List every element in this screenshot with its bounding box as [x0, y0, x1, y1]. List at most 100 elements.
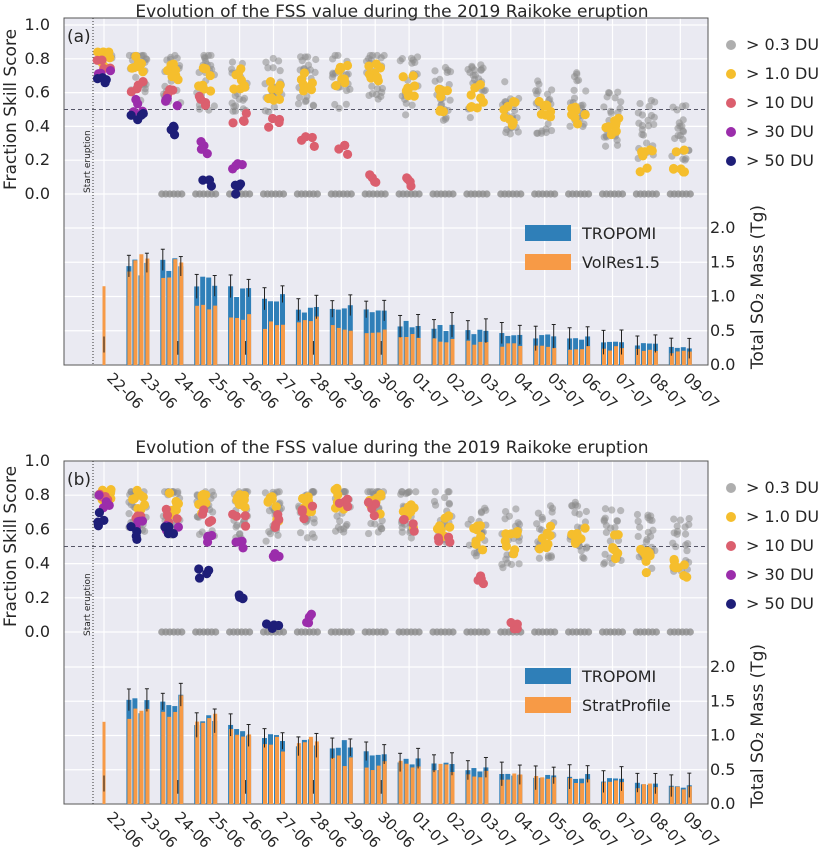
y2-tick-label: 1.0	[710, 287, 735, 306]
fss-point	[238, 543, 248, 553]
fss-point	[161, 504, 171, 514]
fss-point	[398, 506, 408, 517]
fss-point	[503, 125, 511, 134]
x-tick-label: 27-06	[273, 808, 317, 850]
fss-point	[642, 139, 651, 147]
fss-point	[449, 190, 457, 198]
fss-point	[301, 132, 311, 142]
fss-point	[672, 543, 680, 551]
fss-point	[229, 84, 239, 94]
fss-point	[642, 163, 652, 173]
fss-point	[205, 86, 216, 96]
mass-bar-model	[269, 321, 273, 365]
legend-marker	[726, 40, 736, 50]
fss-point	[329, 55, 337, 63]
fss-point	[445, 500, 453, 508]
y-tick-label: 1.0	[25, 451, 50, 470]
y2-tick-label: 2.0	[710, 657, 735, 676]
fss-point	[464, 65, 472, 74]
fss-point	[368, 51, 377, 60]
mass-bar-model	[653, 787, 658, 804]
fss-point	[449, 628, 457, 636]
x-tick-label: 25-06	[205, 369, 249, 413]
fss-point	[467, 515, 475, 524]
fss-point	[240, 94, 249, 102]
fss-point	[366, 488, 374, 496]
fss-point	[567, 110, 578, 120]
mass-bar-model	[472, 776, 477, 804]
legend-marker	[726, 483, 736, 493]
fss-point	[681, 530, 690, 538]
fss-point	[651, 98, 659, 106]
mass-bar-model	[518, 346, 523, 365]
fss-point	[568, 502, 576, 510]
mass-bar-model	[546, 778, 551, 804]
x-tick-label: 01-07	[408, 369, 452, 413]
fss-point	[194, 81, 204, 91]
legend-label: > 30 DU	[746, 565, 814, 584]
fss-point	[613, 517, 621, 525]
fss-point	[501, 529, 511, 539]
fss-point	[548, 86, 556, 94]
fss-point	[210, 102, 218, 110]
fss-point	[572, 119, 583, 129]
fss-point	[364, 61, 374, 71]
mass-bar-model	[102, 721, 106, 804]
fss-point	[551, 190, 559, 198]
fss-point	[638, 122, 647, 130]
mass-bar-model	[635, 788, 640, 804]
x-tick-label: 01-07	[408, 808, 452, 850]
fss-point	[535, 80, 543, 88]
fss-point	[435, 105, 446, 115]
fss-point	[499, 112, 510, 122]
legend-marker	[726, 512, 736, 522]
mass-bar-model	[263, 328, 267, 365]
mass-bar-model	[213, 713, 218, 804]
fss-point	[270, 103, 278, 111]
fss-point	[532, 87, 540, 95]
mass-bar-model	[161, 711, 166, 804]
fss-point	[634, 532, 642, 541]
fss-point	[369, 511, 379, 521]
y-tick-label: 0.0	[25, 622, 50, 641]
fss-point	[480, 87, 488, 95]
fss-point	[645, 551, 655, 561]
fss-point	[633, 510, 642, 519]
mass-bar-model	[281, 324, 285, 365]
fss-point	[208, 488, 216, 496]
fss-point	[466, 113, 474, 122]
fss-point	[310, 533, 318, 542]
fss-point	[270, 522, 280, 532]
fss-point	[334, 65, 345, 75]
fss-point	[275, 80, 285, 90]
legend-swatch	[525, 697, 571, 713]
mass-bar-model	[167, 716, 172, 804]
fss-point	[336, 517, 344, 525]
fss-point	[138, 67, 148, 77]
fss-point	[611, 523, 619, 532]
legend-label: > 1.0 DU	[746, 64, 819, 83]
fss-point	[503, 551, 511, 559]
fss-point	[132, 485, 142, 495]
fss-point	[466, 102, 477, 112]
y-tick-label: 1.0	[25, 15, 50, 34]
legend-marker	[726, 541, 736, 551]
mass-bar-model	[364, 767, 369, 804]
legend-label: > 50 DU	[746, 594, 814, 613]
fss-point	[440, 493, 449, 502]
fss-series-10DUdu	[92, 55, 416, 191]
mass-bar-model	[540, 777, 545, 804]
fss-point	[139, 500, 150, 510]
mass-bar-model	[574, 349, 579, 365]
mass-bar-model	[269, 744, 273, 804]
fss-point	[342, 494, 353, 504]
y-tick-label: 0.4	[25, 554, 50, 573]
fss-point	[269, 54, 277, 63]
fss-point	[363, 497, 374, 508]
fss-point	[580, 120, 588, 128]
fss-point	[511, 106, 519, 115]
mass-bar-model	[314, 741, 319, 804]
fss-point	[194, 91, 204, 101]
fss-point	[141, 527, 149, 535]
